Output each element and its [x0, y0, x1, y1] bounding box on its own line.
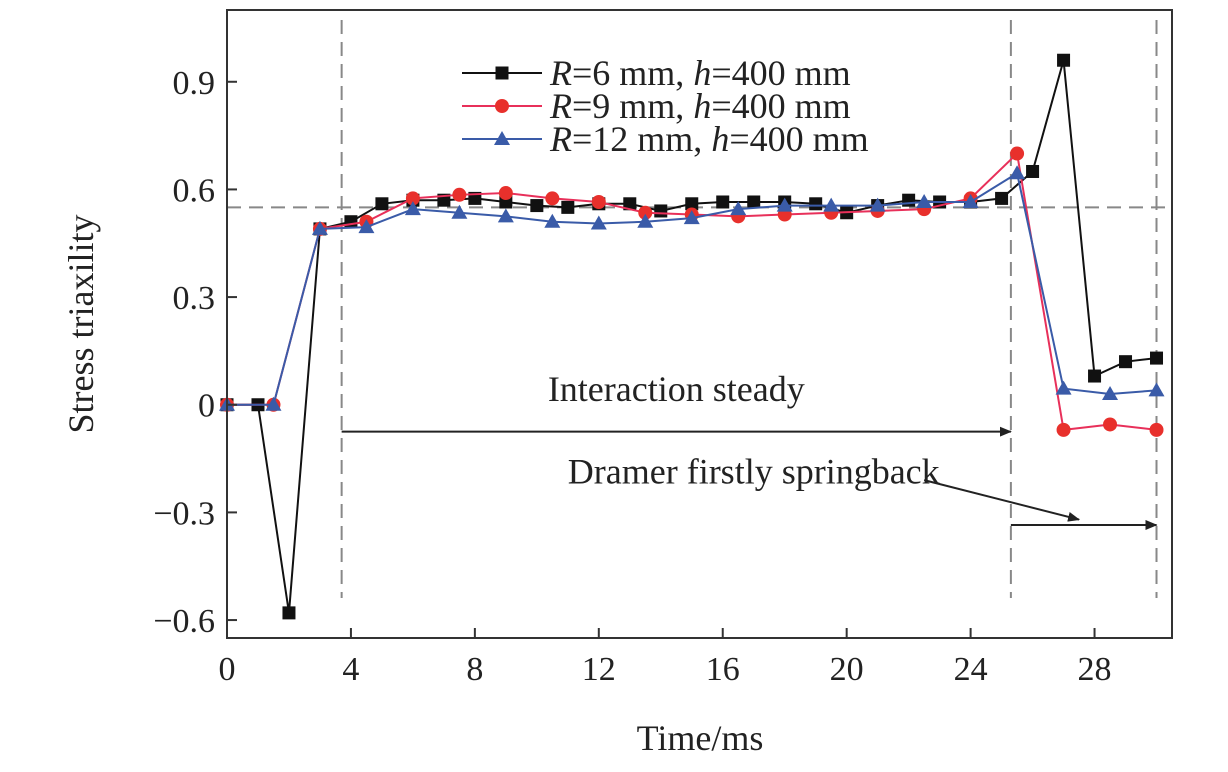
series-layer	[219, 53, 1165, 620]
data-point	[902, 193, 916, 207]
y-tick-label: −0.3	[153, 495, 215, 532]
data-point	[1102, 385, 1119, 400]
data-point	[591, 194, 606, 209]
data-point	[623, 197, 637, 211]
legend-label: R=9 mm, h=400 mm	[549, 86, 851, 126]
data-point	[1055, 380, 1072, 395]
data-point	[451, 204, 468, 219]
data-point	[683, 210, 700, 225]
y-tick-label: 0	[198, 388, 215, 425]
data-point	[344, 215, 358, 229]
x-tick-label: 20	[830, 651, 864, 688]
data-point	[1150, 351, 1164, 365]
data-point	[916, 193, 933, 208]
data-point	[1149, 422, 1164, 437]
annotation-leader	[923, 479, 1081, 522]
data-point	[730, 201, 747, 216]
data-point	[1148, 382, 1165, 397]
data-point	[654, 204, 668, 218]
data-point	[685, 197, 699, 211]
data-point	[404, 201, 421, 216]
data-point	[497, 208, 514, 223]
data-point	[776, 197, 793, 212]
data-point	[358, 219, 375, 234]
annotation-springback: Dramer firstly springback	[568, 452, 940, 492]
annotations: Interaction steady Dramer firstly spring…	[341, 369, 1158, 530]
x-tick-label: 0	[219, 651, 236, 688]
data-point	[1056, 422, 1071, 437]
data-point	[637, 213, 654, 228]
data-point	[544, 213, 561, 228]
plot-frame	[226, 9, 1173, 639]
data-point	[561, 200, 575, 214]
data-point	[1057, 53, 1071, 67]
data-point	[962, 193, 979, 208]
data-point	[716, 195, 730, 209]
data-point	[1119, 355, 1133, 369]
data-point	[311, 220, 328, 235]
data-point	[995, 191, 1009, 205]
data-point	[405, 191, 420, 206]
data-point	[638, 205, 653, 220]
data-point	[869, 197, 886, 212]
legend-marker	[495, 66, 509, 80]
data-point	[375, 197, 389, 211]
series-2	[219, 165, 1165, 411]
x-tick-label: 16	[706, 651, 740, 688]
data-point	[545, 191, 560, 206]
x-axis-label: Time/ms	[637, 718, 764, 758]
data-point	[1026, 164, 1040, 178]
legend-item-1: R=9 mm, h=400 mm	[462, 86, 851, 126]
data-point	[1010, 146, 1025, 161]
data-point	[809, 197, 823, 211]
data-point	[452, 187, 467, 202]
legend-item-2: R=12 mm, h=400 mm	[462, 119, 869, 159]
x-tick-label: 12	[582, 651, 616, 688]
data-point	[282, 606, 296, 620]
data-point	[1103, 417, 1118, 432]
y-tick-label: 0.9	[173, 65, 216, 102]
data-point	[1009, 165, 1026, 180]
y-tick-label: −0.6	[153, 603, 215, 640]
x-tick-label: 4	[342, 651, 359, 688]
data-point	[498, 186, 513, 201]
x-tick-label: 28	[1078, 651, 1112, 688]
data-point	[1088, 369, 1102, 383]
annotation-interaction-steady: Interaction steady	[548, 369, 805, 409]
legend-marker	[495, 99, 509, 113]
x-tick-label: 8	[466, 651, 483, 688]
x-tick-label: 24	[954, 651, 988, 688]
data-point	[265, 396, 282, 411]
axis-ticks: 0 4 8 12 16 20 24 28 −0.6 −0.3 0 0.3 0.6 0.9	[153, 65, 1111, 688]
legend-marker	[494, 131, 510, 145]
legend-item-0: R=6 mm, h=400 mm	[462, 53, 851, 93]
y-tick-label: 0.3	[173, 280, 216, 317]
legend-label: R=12 mm, h=400 mm	[549, 119, 869, 159]
data-point	[747, 195, 761, 209]
data-point	[823, 197, 840, 212]
y-tick-label: 0.6	[173, 172, 216, 209]
legend: R=6 mm, h=400 mmR=9 mm, h=400 mmR=12 mm,…	[462, 53, 869, 159]
data-point	[590, 215, 607, 230]
data-point	[530, 199, 544, 213]
y-axis-label: Stress triaxility	[61, 215, 101, 434]
legend-label: R=6 mm, h=400 mm	[549, 53, 851, 93]
